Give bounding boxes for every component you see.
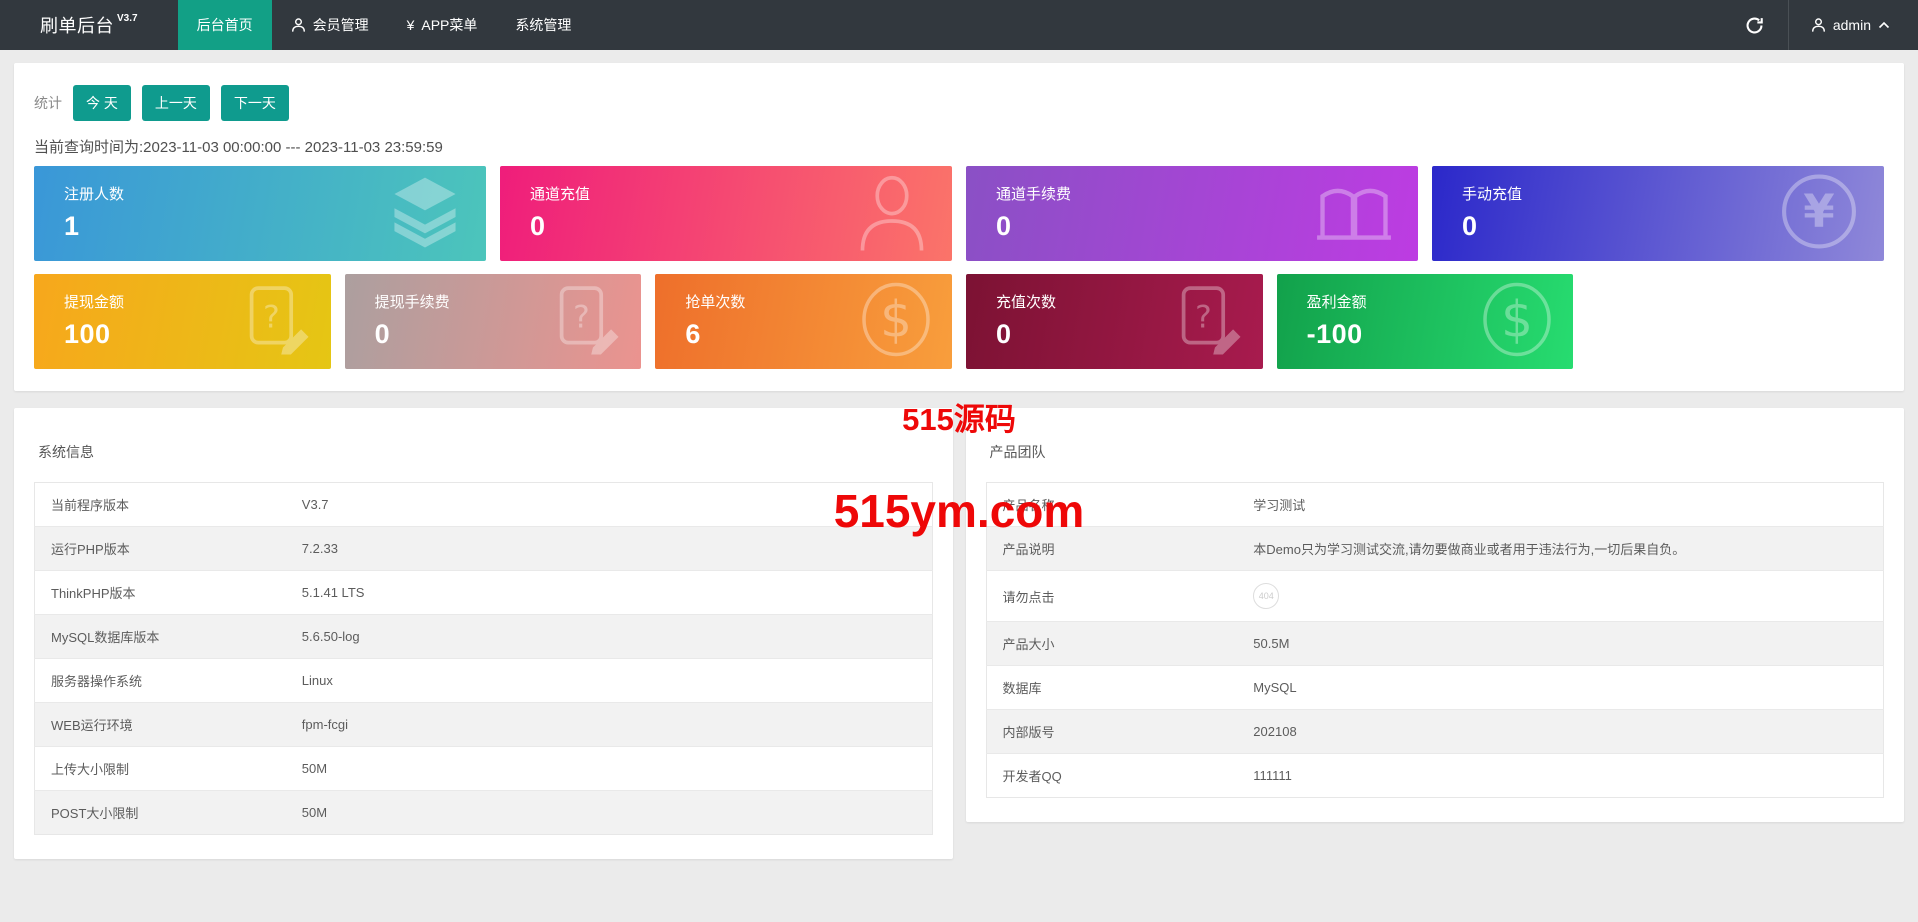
stat-card-value: -100 (1306, 319, 1363, 349)
info-section: 系统信息 当前程序版本 V3.7 运行PHP版本 7.2.33 ThinkPHP版本… (14, 408, 1904, 859)
nav-tab-label: APP菜单 (421, 17, 478, 33)
stat-card-value: 100 (64, 319, 111, 349)
app-version: V3.7 (117, 13, 138, 24)
stat-card-channel-recharge: 通道充值 0 (500, 166, 952, 261)
navbar-divider (1787, 0, 1789, 50)
person-icon (858, 172, 926, 255)
query-time-text: 当前查询时间为:2023-11-03 00:00:00 --- 2023-11-… (34, 139, 443, 156)
table-row: 产品说明 本Demo只为学习测试交流,请勿要做商业或者用于违法行为,一切后果自负。 (986, 526, 1884, 571)
system-info-panel: 系统信息 当前程序版本 V3.7 运行PHP版本 7.2.33 ThinkPHP版本… (14, 408, 953, 859)
nav-tab-label: 系统管理 (515, 17, 572, 33)
dollar-circle-icon: $ (1481, 281, 1553, 362)
table-row: MySQL数据库版本 5.6.50-log (34, 614, 932, 659)
svg-text:$: $ (880, 290, 912, 348)
stat-cards-row2: 提现金额 100 ? 提现手续费 0 ? 抢单次数 6 $ 充值次数 0 ? (34, 274, 1884, 369)
layers-icon (390, 175, 460, 252)
stat-card-value: 0 (374, 319, 391, 349)
svg-text:¥: ¥ (1803, 184, 1834, 237)
nav-tab-members[interactable]: 会员管理 (272, 0, 388, 50)
svg-text:?: ? (263, 299, 280, 335)
stats-panel: 统计 今 天 上一天 下一天 当前查询时间为:2023-11-03 00:00:… (14, 63, 1904, 391)
navbar-right: admin (1721, 0, 1918, 50)
table-row: 当前程序版本 V3.7 (34, 482, 932, 527)
stat-card-profit-amount: 盈利金额 -100 $ (1276, 274, 1574, 369)
system-info-title: 系统信息 (38, 444, 94, 460)
stat-card-value: 6 (685, 319, 701, 349)
stat-card-recharge-count: 充值次数 0 ? (965, 274, 1263, 369)
user-menu[interactable]: admin (1789, 0, 1918, 50)
product-team-panel: 产品团队 产品名称 学习测试 产品说明 本Demo只为学习测试交流,请勿要做商业或者… (965, 408, 1904, 822)
table-row: 产品大小 50.5M (986, 621, 1884, 666)
stat-card-label: 通道手续费 (996, 186, 1072, 203)
top-navbar: 刷单后台 V3.7 后台首页 会员管理 ¥ APP菜单 系统管理 (0, 0, 1918, 50)
stat-card-value: 0 (1462, 211, 1478, 241)
system-info-table: 当前程序版本 V3.7 运行PHP版本 7.2.33 ThinkPHP版本 5.1.4… (34, 482, 933, 835)
product-team-table: 产品名称 学习测试 产品说明 本Demo只为学习测试交流,请勿要做商业或者用于违法行… (985, 482, 1884, 798)
stat-card-label: 提现手续费 (374, 294, 450, 311)
nav-tabs: 后台首页 会员管理 ¥ APP菜单 系统管理 (177, 0, 591, 50)
stat-card-label: 注册人数 (64, 186, 125, 203)
book-icon (1316, 180, 1392, 247)
table-row: 请勿点击 404 (986, 570, 1884, 622)
stat-cards-row1: 注册人数 1 通道充值 0 通道手续费 0 手动充值 0 ¥ (34, 166, 1884, 261)
stat-card-value: 1 (64, 211, 80, 241)
user-icon (291, 17, 306, 33)
nav-tab-label: 会员管理 (312, 17, 369, 33)
table-row: 运行PHP版本 7.2.33 (34, 526, 932, 571)
nav-tab-home[interactable]: 后台首页 (177, 0, 272, 50)
stat-card-manual-recharge: 手动充值 0 ¥ (1432, 166, 1884, 261)
table-row: POST大小限制 50M (34, 790, 932, 835)
doc-question-icon: ? (1177, 284, 1243, 359)
stat-card-value: 0 (995, 319, 1012, 349)
doc-question-icon: ? (555, 284, 621, 359)
nav-tab-label: 后台首页 (196, 17, 253, 33)
do-not-click-badge[interactable]: 404 (1253, 583, 1280, 609)
stat-card-label: 抢单次数 (685, 294, 746, 311)
yen-icon: ¥ (406, 17, 415, 33)
svg-text:$: $ (1501, 290, 1533, 348)
dollar-circle-icon: $ (860, 281, 932, 362)
refresh-button[interactable] (1721, 0, 1788, 50)
stat-card-withdraw-amount: 提现金额 100 ? (34, 274, 331, 369)
today-button[interactable]: 今 天 (73, 85, 131, 121)
username: admin (1832, 17, 1871, 33)
stat-card-withdraw-fee: 提现手续费 0 ? (344, 274, 642, 369)
stat-card-channel-fee: 通道手续费 0 (966, 166, 1418, 261)
prev-day-button[interactable]: 上一天 (141, 85, 210, 121)
stat-card-registered-users: 注册人数 1 (34, 166, 486, 261)
stat-card-value: 0 (996, 211, 1012, 241)
doc-question-icon: ? (245, 284, 311, 359)
next-day-button[interactable]: 下一天 (220, 85, 289, 121)
stats-label: 统计 (34, 95, 62, 111)
user-icon (1811, 17, 1826, 33)
chevron-up-icon (1878, 21, 1890, 29)
stat-card-label: 提现金额 (64, 294, 125, 311)
app-brand: 刷单后台 V3.7 (0, 0, 178, 50)
nav-tab-app-menu[interactable]: ¥ APP菜单 (388, 0, 497, 50)
table-row: 上传大小限制 50M (34, 746, 932, 791)
yen-circle-icon: ¥ (1780, 172, 1858, 255)
stat-card-label: 充值次数 (995, 294, 1056, 311)
stat-card-label: 手动充值 (1462, 186, 1523, 203)
svg-text:?: ? (1195, 299, 1212, 335)
refresh-icon (1745, 16, 1764, 35)
table-row: WEB运行环境 fpm-fcgi (34, 702, 932, 747)
table-row: 内部版号 202108 (986, 709, 1884, 754)
stat-card-value: 0 (530, 211, 546, 241)
table-row: 开发者QQ 111111 (1002, 768, 1292, 784)
stat-card-label: 盈利金额 (1306, 294, 1367, 311)
svg-text:?: ? (573, 299, 590, 335)
product-team-title: 产品团队 (989, 444, 1046, 460)
stat-card-grab-orders: 抢单次数 6 $ (655, 274, 952, 369)
table-row: 产品名称 学习测试 (986, 482, 1884, 527)
nav-tab-system[interactable]: 系统管理 (496, 0, 590, 50)
table-row: ThinkPHP版本 5.1.41 LTS (34, 570, 932, 615)
table-row: 数据库 MySQL (986, 665, 1884, 710)
stat-card-label: 通道充值 (530, 186, 591, 203)
table-row: 服务器操作系统 Linux (34, 658, 932, 703)
app-title: 刷单后台 (40, 16, 114, 36)
